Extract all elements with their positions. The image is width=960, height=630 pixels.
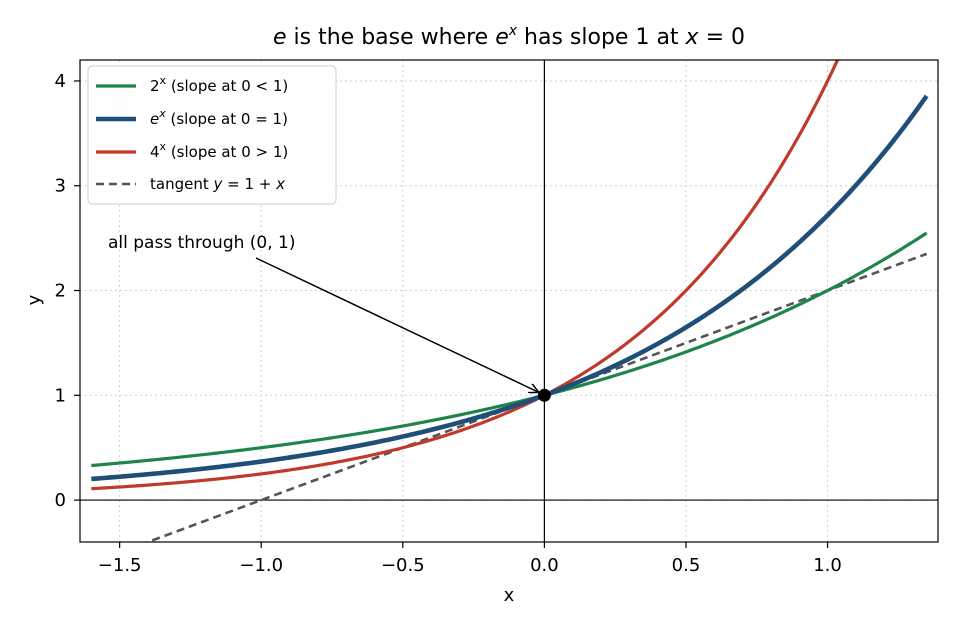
annotation-text: all pass through (0, 1) [108, 233, 296, 253]
x-axis-label: x [504, 585, 515, 606]
x-tick-label: 1.0 [813, 555, 842, 576]
x-tick-label: 0.0 [530, 555, 559, 576]
legend-box [87, 65, 337, 205]
y-tick-label: 4 [55, 71, 66, 92]
legend-label-ex: ex (slope at 0 = 1) [150, 107, 288, 128]
plot-frame [79, 59, 939, 543]
zero-lines [80, 60, 938, 542]
x-tick-label: −1.5 [98, 555, 142, 576]
legend: 2x (slope at 0 < 1) ex (slope at 0 = 1) … [87, 65, 337, 205]
legend-label-tangent: tangent y = 1 + x [150, 175, 285, 193]
y-tick-label: 3 [55, 176, 66, 197]
series-2x [91, 231, 928, 468]
series-ex [91, 94, 929, 482]
x-tick-label: 0.5 [672, 555, 701, 576]
series-layer [91, 60, 929, 542]
chart-title: e is the base where ex has slope 1 at x … [273, 23, 745, 50]
y-tick-label: 1 [55, 385, 66, 406]
annotation-arrow [255, 257, 538, 392]
x-tick-label: −0.5 [381, 555, 425, 576]
y-tick-label: 2 [55, 281, 66, 302]
intersection-marker [537, 388, 551, 402]
y-axis-label: y [24, 294, 45, 305]
ticks: −1.5 −1.0 −0.5 0.0 0.5 1.0 0 1 2 3 4 [55, 71, 842, 576]
annotation: all pass through (0, 1) [108, 233, 538, 392]
y-tick-label: 0 [55, 490, 66, 511]
legend-label-4x: 4x (slope at 0 > 1) [150, 140, 288, 161]
series-4x [91, 60, 840, 491]
legend-label-2x: 2x (slope at 0 < 1) [150, 74, 288, 95]
x-tick-label: −1.0 [239, 555, 283, 576]
